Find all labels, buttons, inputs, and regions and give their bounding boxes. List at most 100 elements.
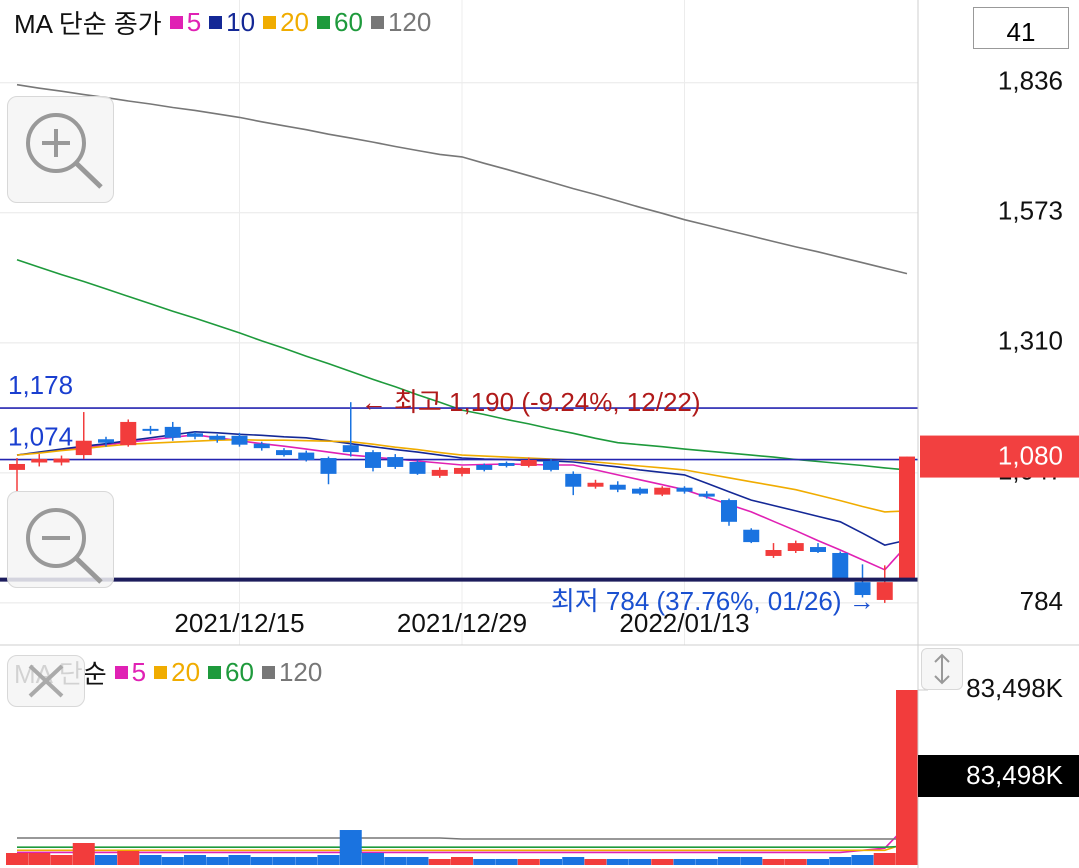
- volume-bar: [139, 855, 162, 865]
- y-tick-label: 1,573: [998, 196, 1063, 226]
- candle-body: [832, 552, 849, 580]
- ma-line: [16, 438, 908, 513]
- candle-body: [409, 461, 426, 474]
- candle-body: [342, 445, 359, 453]
- volume-bar: [740, 857, 763, 865]
- volume-bar: [873, 853, 896, 865]
- low-annotation: 최저 784 (37.76%, 01/26) →: [551, 586, 875, 616]
- volume-bar: [273, 857, 295, 865]
- volume-bar: [851, 855, 874, 865]
- volume-bar: [651, 859, 674, 865]
- candle-body: [209, 435, 226, 440]
- close-icon: [28, 664, 64, 698]
- candle-body: [810, 547, 826, 552]
- legend-item: 20: [263, 7, 309, 38]
- volume-bar: [184, 855, 206, 865]
- candle-body: [698, 493, 715, 497]
- resize-button[interactable]: [921, 648, 963, 690]
- candle-body: [743, 529, 760, 543]
- legend-label: 10: [226, 7, 256, 37]
- candle-body: [721, 500, 737, 522]
- candle-body: [565, 473, 582, 487]
- ma-layer: [16, 83, 908, 854]
- y-tick-label: 784: [1020, 586, 1063, 616]
- legend-item: 60: [208, 657, 254, 688]
- legend-swatch: [154, 666, 168, 679]
- x-tick-label: 2022/01/13: [619, 608, 749, 638]
- x-tick-label: 2021/12/15: [174, 608, 304, 638]
- volume-bar: [50, 855, 73, 865]
- x-tick-label: 2021/12/29: [397, 608, 527, 638]
- legend-item: 5: [114, 657, 147, 688]
- ma-line: [17, 824, 908, 854]
- volume-bar: [384, 857, 407, 865]
- legend-label: 60: [334, 7, 363, 37]
- legend-title: MA 단순 종가: [14, 9, 162, 39]
- close-button[interactable]: [7, 655, 85, 707]
- legend-swatch: [317, 16, 331, 29]
- zoom-in-button[interactable]: [7, 96, 114, 203]
- reference-label: 1,074: [8, 421, 73, 451]
- candle-body: [609, 484, 626, 490]
- resize-icon: [934, 653, 950, 685]
- candle-body: [654, 487, 671, 495]
- y-tick-label: 1,836: [998, 66, 1063, 96]
- candle-body: [231, 435, 248, 445]
- volume-bar: [339, 830, 362, 865]
- candle-body: [431, 469, 448, 476]
- legend-swatch: [261, 666, 275, 679]
- ma-line: [16, 259, 908, 471]
- candle-body: [31, 459, 48, 463]
- legend-swatch: [209, 16, 223, 29]
- volume-bar: [117, 851, 140, 865]
- volume-bar: [517, 859, 540, 865]
- ma-line: [17, 845, 908, 848]
- candle-body: [320, 458, 337, 474]
- candle-body: [520, 460, 537, 466]
- mark-layer: 1,178 1,074: [0, 370, 918, 865]
- candle-body: [53, 458, 70, 463]
- legend-item: 120: [261, 657, 323, 688]
- volume-bar: [206, 857, 229, 865]
- volume-bar: [95, 855, 117, 865]
- volume-bar: [28, 853, 51, 865]
- candle-body: [876, 582, 893, 600]
- candle-body: [854, 582, 871, 596]
- volume-bar: [629, 859, 651, 865]
- candle-body: [632, 488, 648, 494]
- candle-body: [543, 461, 559, 470]
- volume-bar: [428, 859, 451, 865]
- candle-body: [899, 456, 915, 580]
- y-tick-label: 83,498K: [966, 673, 1064, 703]
- volume-bar: [784, 859, 807, 865]
- legend-label: 5: [131, 657, 147, 687]
- legend-label: 20: [171, 657, 201, 687]
- volume-bar: [695, 859, 718, 865]
- volume-bar: [762, 859, 785, 865]
- legend-label: 120: [387, 7, 432, 37]
- candle-body: [765, 550, 782, 556]
- volume-bar: [829, 857, 852, 865]
- candle-body: [587, 482, 604, 487]
- volume-bar: [6, 853, 28, 865]
- volume-bar: [72, 843, 95, 865]
- counter-box[interactable]: 41: [973, 7, 1069, 49]
- candle-body: [187, 433, 203, 437]
- legend-swatch: [114, 666, 128, 679]
- candle-body: [9, 463, 25, 470]
- candle-body: [164, 426, 181, 438]
- volume-bar: [540, 859, 562, 865]
- legend-item: 60: [317, 7, 363, 38]
- ma-line: [16, 433, 908, 571]
- ma-line: [16, 83, 908, 275]
- legend-item: 5: [169, 7, 201, 38]
- volume-bar: [718, 857, 740, 865]
- legend-swatch: [370, 16, 384, 29]
- legend-label: 120: [278, 657, 323, 687]
- volume-bar: [584, 859, 607, 865]
- volume-bar: [317, 855, 340, 865]
- zoom-out-button[interactable]: [7, 491, 114, 588]
- candle-body: [454, 467, 470, 474]
